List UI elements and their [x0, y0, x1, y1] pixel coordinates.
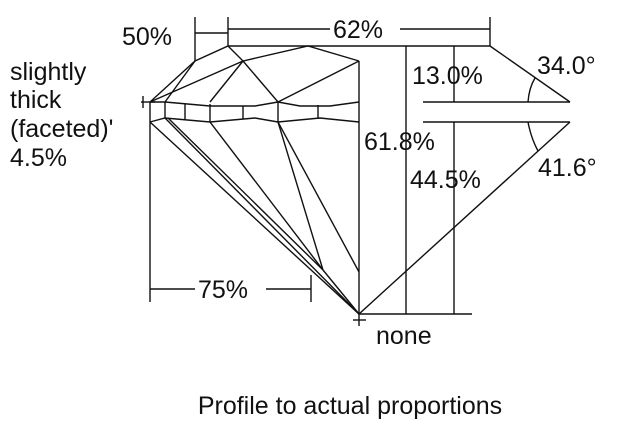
- crown-facets: [149, 60, 244, 103]
- girdle-label-line3: (faceted)': [10, 115, 113, 143]
- girdle-bottom: [149, 117, 360, 123]
- pavilion-depth-label: 44.5%: [410, 166, 481, 194]
- girdle-top: [150, 101, 360, 107]
- crown-facets: [164, 60, 196, 103]
- diamond-profile: [149, 45, 571, 315]
- girdle-label-line2: thick: [10, 86, 62, 114]
- crown-facets: [242, 60, 360, 103]
- pavilion-facet: [277, 121, 324, 271]
- total-depth-label: 61.8%: [364, 128, 435, 156]
- pavilion-facet: [209, 121, 324, 271]
- culet-label: none: [376, 322, 432, 350]
- crown-facets: [227, 45, 360, 62]
- total-width-label: 62%: [333, 16, 383, 44]
- pavilion-facet: [164, 117, 360, 315]
- girdle-thickness-value: 4.5%: [10, 144, 67, 172]
- pavilion-angle-label: 41.6°: [538, 154, 597, 182]
- pavilion-facet: [167, 117, 324, 271]
- girdle-label-line1: slightly: [10, 58, 87, 86]
- lower-half-label: 75%: [198, 276, 248, 304]
- crown-height-label: 13.0%: [412, 62, 483, 90]
- table-width-label: 50%: [122, 23, 172, 51]
- pavilion-facet: [277, 121, 360, 273]
- diagram-caption: Profile to actual proportions: [198, 392, 502, 420]
- crown-angle-label: 34.0°: [537, 52, 596, 80]
- pavilion-facet: [322, 269, 360, 315]
- dimension-lines: [141, 17, 570, 326]
